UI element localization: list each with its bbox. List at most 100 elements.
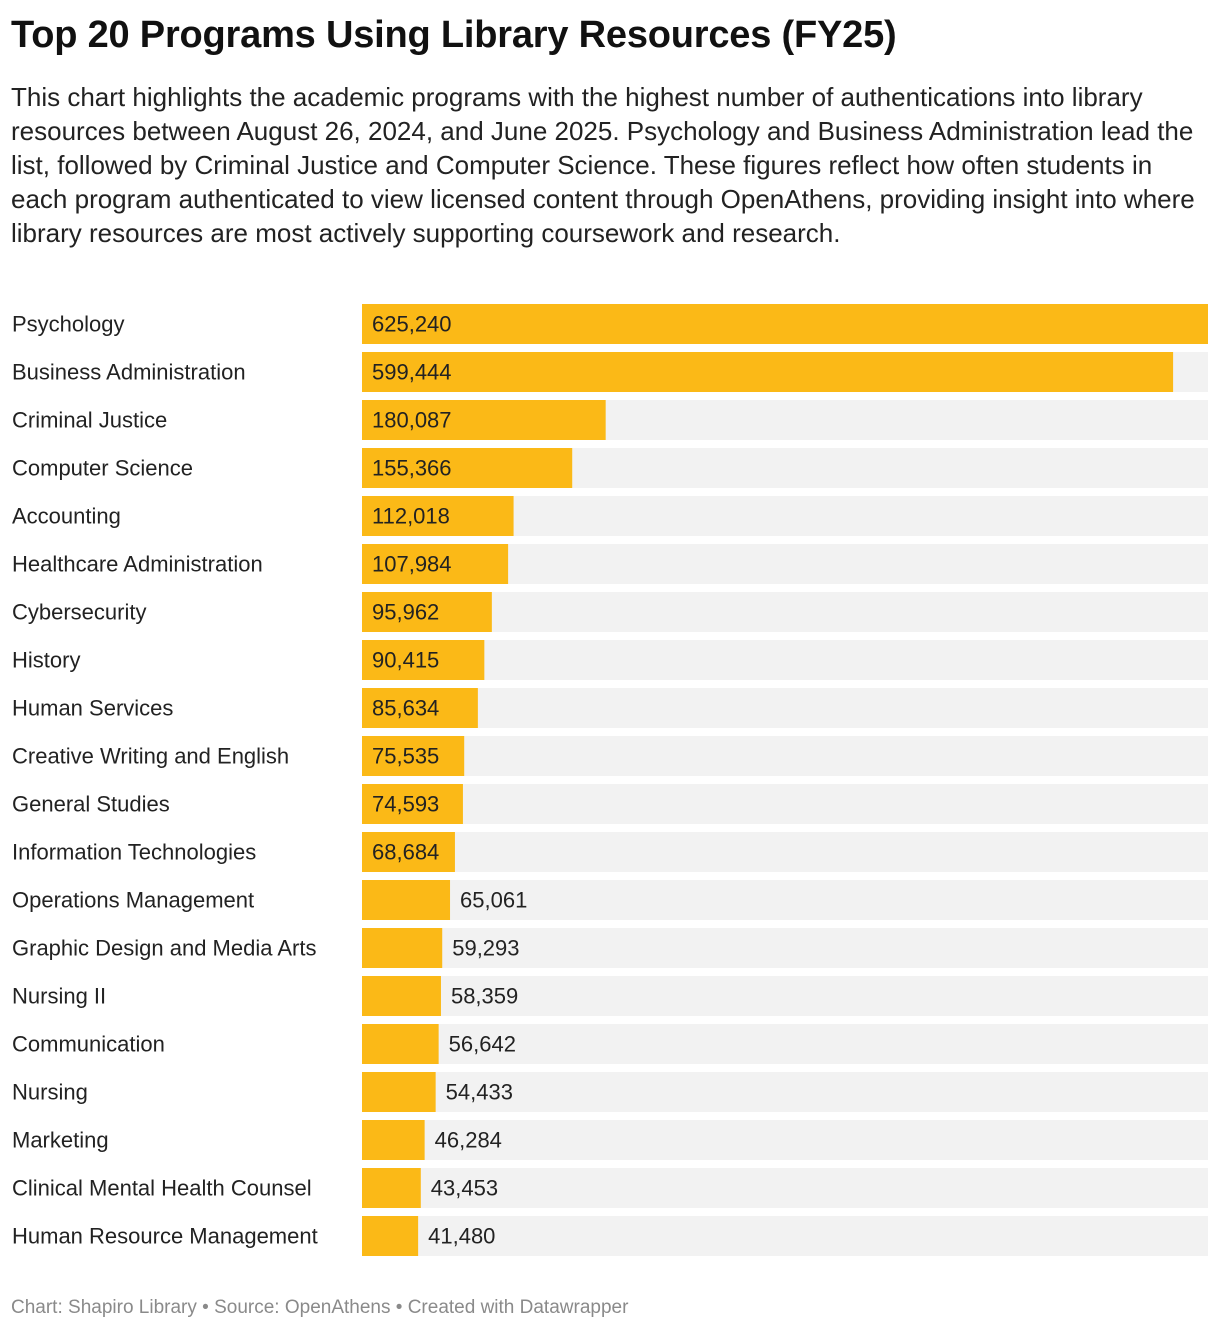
bar-row: Healthcare Administration 107,984 [12, 544, 1208, 584]
bar-track [362, 592, 1208, 632]
bar [362, 1024, 439, 1064]
bar [362, 832, 455, 872]
bar-row: Human Services 85,634 [12, 688, 1208, 728]
value-label: 107,984 [372, 552, 452, 577]
chart-description: This chart highlights the academic progr… [11, 82, 1195, 248]
bar-track [362, 688, 1208, 728]
bar [362, 976, 441, 1016]
bar [362, 1168, 421, 1208]
bar-row: Business Administration 599,444 [12, 352, 1208, 392]
bar-row: Accounting 112,018 [12, 496, 1208, 536]
value-label: 58,359 [451, 984, 518, 1009]
chart-credit: Chart: Shapiro Library [11, 1297, 197, 1318]
source-credit: Source: OpenAthens [214, 1297, 391, 1318]
bar-row: Computer Science 155,366 [12, 448, 1208, 488]
category-label: Business Administration [12, 360, 246, 385]
category-label: Creative Writing and English [12, 744, 289, 769]
value-label: 90,415 [372, 648, 439, 673]
category-label: History [12, 648, 80, 673]
bar [362, 1120, 425, 1160]
bar-row: General Studies 74,593 [12, 784, 1208, 824]
bar [362, 1216, 419, 1256]
category-label: Clinical Mental Health Counsel [12, 1176, 312, 1201]
bar-row: Clinical Mental Health Counsel 43,453 [12, 1168, 1208, 1208]
category-label: General Studies [12, 792, 170, 817]
category-label: Cybersecurity [12, 600, 146, 625]
bar-row: Communication 56,642 [12, 1024, 1208, 1064]
bar-row: Creative Writing and English 75,535 [12, 736, 1208, 776]
bar-track [362, 1168, 1208, 1208]
bar-track [362, 880, 1208, 920]
bar-track [362, 976, 1208, 1016]
tool-credit: Created with Datawrapper [407, 1297, 629, 1318]
category-label: Human Resource Management [12, 1224, 318, 1249]
category-label: Healthcare Administration [12, 552, 263, 577]
value-label: 180,087 [372, 408, 452, 433]
category-label: Nursing [12, 1080, 88, 1105]
bar-row: Human Resource Management 41,480 [12, 1216, 1208, 1256]
bar [362, 448, 573, 488]
bar-row: Graphic Design and Media Arts 59,293 [12, 928, 1208, 968]
value-label: 85,634 [372, 696, 439, 721]
bar [362, 688, 478, 728]
bar [362, 400, 606, 440]
category-label: Communication [12, 1032, 165, 1057]
chart-title: Top 20 Programs Using Library Resources … [11, 14, 897, 56]
bar-track [362, 832, 1208, 872]
bar [362, 1072, 436, 1112]
bar-track [362, 1216, 1208, 1256]
category-label: Nursing II [12, 984, 106, 1009]
footer-separator: • [196, 1297, 215, 1318]
value-label: 65,061 [460, 888, 527, 913]
category-label: Graphic Design and Media Arts [12, 936, 317, 961]
bar [362, 544, 509, 584]
value-label: 112,018 [372, 504, 450, 529]
bar [362, 928, 443, 968]
bar [362, 880, 451, 920]
bar-row: Operations Management 65,061 [12, 880, 1208, 920]
value-label: 75,535 [372, 744, 439, 769]
bar-row: Criminal Justice 180,087 [12, 400, 1208, 440]
category-label: Psychology [12, 312, 125, 337]
category-label: Criminal Justice [12, 408, 167, 433]
value-label: 74,593 [372, 792, 439, 817]
bar [362, 496, 514, 536]
value-label: 625,240 [372, 312, 452, 337]
value-label: 59,293 [452, 936, 519, 961]
bar-chart: Psychology 625,240 Business Administration… [12, 304, 1208, 1256]
bar [362, 304, 1208, 344]
value-label: 95,962 [372, 600, 439, 625]
value-label: 68,684 [372, 840, 439, 865]
category-label: Operations Management [12, 888, 254, 913]
bar-row: Information Technologies 68,684 [12, 832, 1208, 872]
bar-row: History 90,415 [12, 640, 1208, 680]
value-label: 46,284 [435, 1128, 502, 1153]
bar-row: Cybersecurity 95,962 [12, 592, 1208, 632]
category-label: Human Services [12, 696, 173, 721]
footer-separator: • [390, 1297, 408, 1318]
category-label: Accounting [12, 504, 121, 529]
bar-row: Nursing 54,433 [12, 1072, 1208, 1112]
bar-row: Nursing II 58,359 [12, 976, 1208, 1016]
bar-row: Psychology 625,240 [12, 304, 1208, 344]
bar-track [362, 1072, 1208, 1112]
bar-track [362, 736, 1208, 776]
bar-track [362, 1024, 1208, 1064]
bar-track [362, 784, 1208, 824]
value-label: 56,642 [449, 1032, 516, 1057]
bar-track [362, 640, 1208, 680]
bar-row: Marketing 46,284 [12, 1120, 1208, 1160]
bar-track [362, 928, 1208, 968]
category-label: Information Technologies [12, 840, 256, 865]
bar-track [362, 1120, 1208, 1160]
bar [362, 784, 463, 824]
value-label: 155,366 [372, 456, 452, 481]
bar [362, 592, 492, 632]
category-label: Computer Science [12, 456, 193, 481]
value-label: 599,444 [372, 360, 452, 385]
bar [362, 736, 465, 776]
value-label: 54,433 [446, 1080, 513, 1105]
value-label: 43,453 [431, 1176, 498, 1201]
bar [362, 352, 1174, 392]
bar [362, 640, 485, 680]
